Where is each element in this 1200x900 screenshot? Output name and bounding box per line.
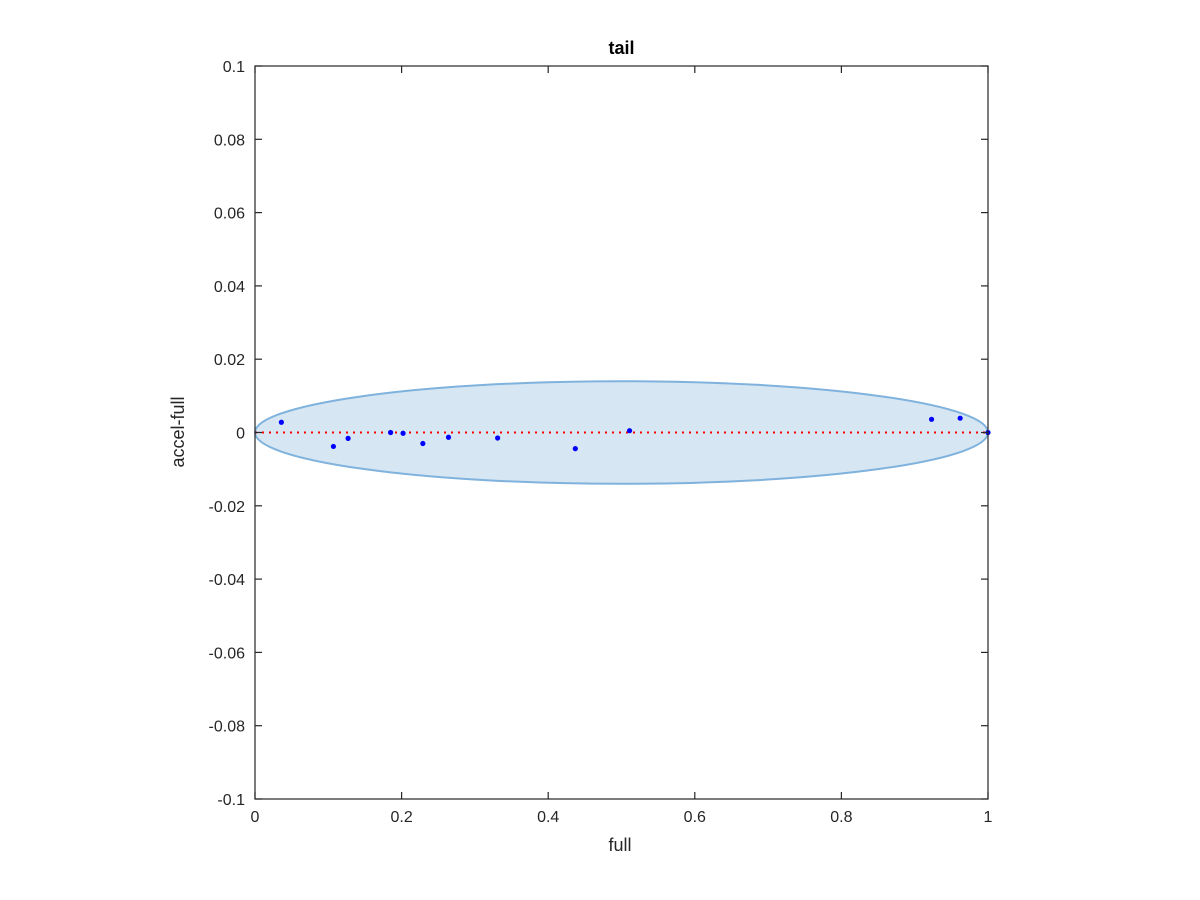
chart-title: tail [608, 38, 634, 58]
data-point [330, 443, 337, 450]
data-point [572, 446, 578, 452]
y-tick-label: -0.06 [209, 645, 246, 662]
y-tick-label: 0.04 [214, 279, 245, 296]
y-tick-label: 0.1 [223, 59, 245, 76]
y-tick-label: -0.08 [209, 719, 246, 736]
scatter-points [278, 415, 991, 452]
axis-ticks [254, 65, 989, 800]
y-axis-label: accel-full [168, 396, 188, 467]
x-tick-label: 1 [984, 809, 993, 826]
y-tick-label: -0.02 [209, 499, 246, 516]
y-tick-label: 0.06 [214, 206, 245, 223]
axis-tick-labels: 0 0.2 0.4 0.6 0.8 1 -0.1 -0.08 -0.06 -0.04 -0.02 0 0… [209, 59, 993, 826]
x-tick-label: 0 [251, 809, 260, 826]
data-point [388, 429, 394, 436]
data-point [345, 435, 351, 441]
data-point [278, 419, 284, 425]
x-tick-label: 0.6 [684, 809, 706, 826]
y-tick-label: 0 [236, 426, 245, 443]
x-axis-label: full [608, 835, 631, 855]
data-point [957, 415, 963, 421]
x-tick-label: 0.2 [390, 809, 412, 826]
x-tick-label: 0.8 [830, 809, 852, 826]
data-point [445, 434, 452, 440]
y-tick-label: 0.02 [214, 352, 245, 369]
data-point [626, 428, 633, 434]
data-point [495, 435, 501, 441]
data-point [928, 416, 935, 422]
data-point [400, 430, 406, 436]
y-tick-label: -0.1 [217, 792, 245, 809]
y-tick-label: 0.08 [214, 132, 245, 149]
x-tick-label: 0.4 [537, 809, 559, 826]
data-point [420, 440, 426, 447]
y-tick-label: -0.04 [209, 572, 246, 589]
